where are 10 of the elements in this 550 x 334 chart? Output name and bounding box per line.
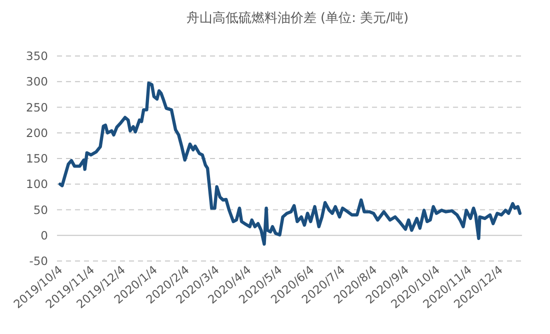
y-tick-label: 100: [26, 177, 48, 192]
y-tick-label: 150: [26, 152, 48, 166]
y-tick-label: 200: [26, 126, 48, 140]
y-tick-label: 50: [33, 202, 48, 217]
chart-title: 舟山高低硫燃料油价差 (单位: 美元/吨): [186, 10, 409, 26]
y-tick-label: 0: [40, 228, 48, 242]
y-tick-label: 300: [26, 74, 48, 89]
y-tick-label: 350: [26, 49, 48, 63]
y-tick-label: 250: [26, 100, 48, 114]
y-tick-label: -50: [29, 254, 48, 268]
